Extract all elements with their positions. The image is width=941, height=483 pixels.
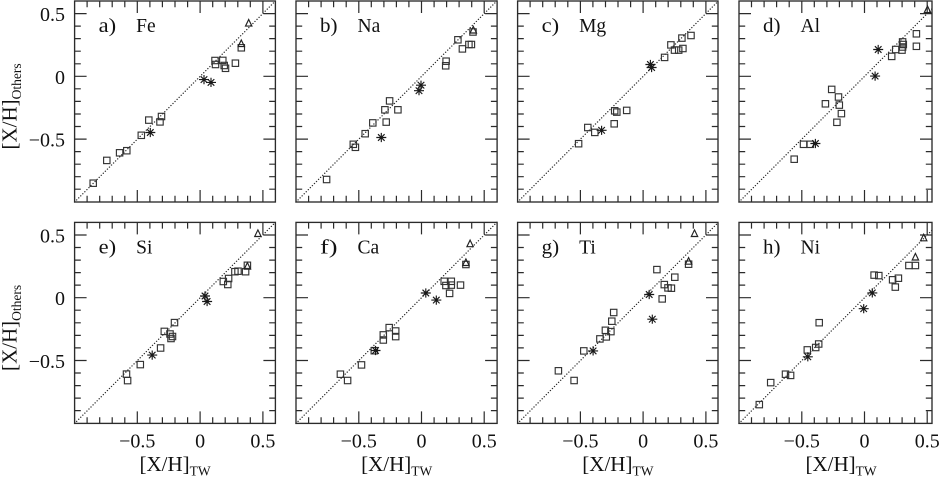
svg-text:0: 0 — [638, 431, 648, 453]
svg-text:0: 0 — [860, 431, 870, 453]
svg-text:−0.5: −0.5 — [341, 431, 377, 453]
svg-text:−0.5: −0.5 — [562, 431, 598, 453]
svg-text:f)Ca: f) Ca — [320, 238, 380, 259]
svg-text:0: 0 — [417, 431, 427, 453]
svg-text:0.5: 0.5 — [250, 431, 275, 453]
svg-text:a)Fe: a) Fe — [99, 16, 156, 37]
svg-text:−0.5: −0.5 — [29, 351, 65, 373]
svg-text:e)Si: e) Si — [99, 238, 153, 259]
svg-text:d)Al: d) Al — [763, 16, 821, 37]
svg-text:0: 0 — [55, 288, 65, 310]
svg-text:g)Ti: g) Ti — [542, 238, 597, 259]
svg-text:[X/H]TW: [X/H]TW — [582, 452, 653, 478]
svg-text:0.5: 0.5 — [693, 431, 718, 453]
svg-text:[X/H]TW: [X/H]TW — [361, 452, 432, 478]
svg-text:0.5: 0.5 — [472, 431, 497, 453]
svg-text:0: 0 — [195, 431, 205, 453]
svg-text:b)Na: b) Na — [320, 16, 381, 37]
svg-text:0: 0 — [55, 67, 65, 89]
svg-text:c)Mg: c) Mg — [542, 16, 607, 37]
svg-text:−0.5: −0.5 — [29, 130, 65, 152]
svg-text:h)Ni: h) Ni — [763, 238, 821, 259]
svg-text:0.5: 0.5 — [915, 431, 940, 453]
svg-text:−0.5: −0.5 — [784, 431, 820, 453]
svg-text:−0.5: −0.5 — [119, 431, 155, 453]
svg-text:0.5: 0.5 — [40, 225, 65, 247]
svg-text:0.5: 0.5 — [40, 4, 65, 26]
svg-text:[X/H]TW: [X/H]TW — [140, 452, 211, 478]
